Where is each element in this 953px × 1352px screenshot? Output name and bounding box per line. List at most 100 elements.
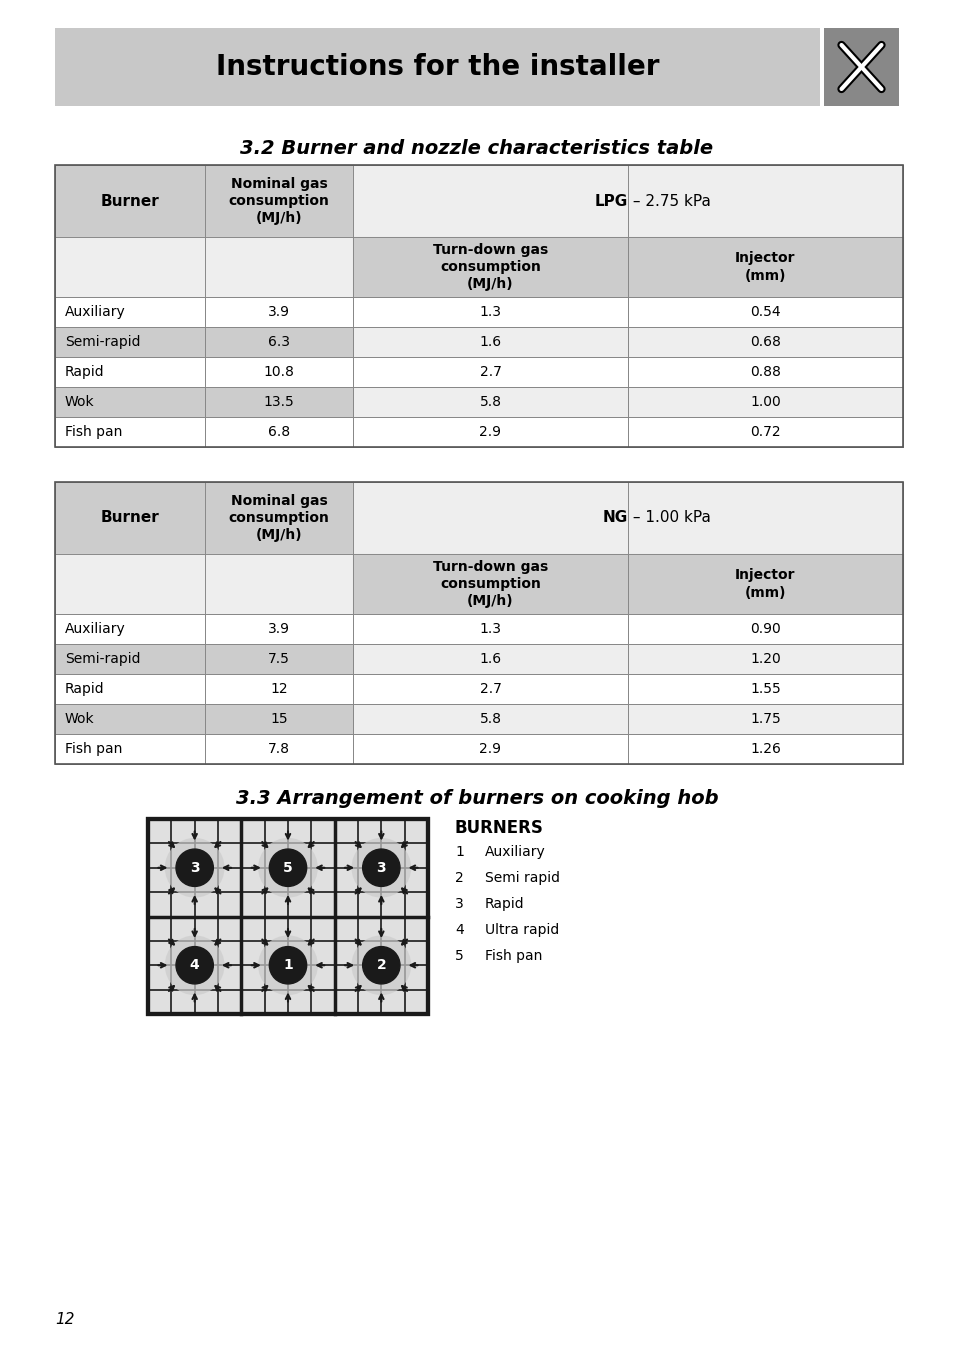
Text: Turn-down gas
consumption
(MJ/h): Turn-down gas consumption (MJ/h) — [433, 560, 548, 608]
Bar — [627, 704, 902, 734]
Bar — [353, 327, 627, 357]
Text: Rapid: Rapid — [484, 896, 524, 911]
Text: Auxiliary: Auxiliary — [484, 845, 545, 859]
Text: Burner: Burner — [100, 511, 159, 526]
Text: 1.6: 1.6 — [479, 652, 501, 667]
Bar — [205, 297, 353, 327]
Text: BURNERS: BURNERS — [455, 819, 543, 837]
Text: 3.9: 3.9 — [268, 622, 290, 635]
Text: Injector
(mm): Injector (mm) — [735, 568, 795, 600]
Bar — [353, 614, 627, 644]
Text: 1.55: 1.55 — [749, 681, 781, 696]
Text: 0.68: 0.68 — [749, 335, 781, 349]
Circle shape — [175, 849, 213, 887]
Circle shape — [175, 946, 213, 984]
Circle shape — [362, 849, 399, 887]
Bar — [353, 644, 627, 675]
Text: 0.54: 0.54 — [749, 306, 780, 319]
Text: Injector
(mm): Injector (mm) — [735, 251, 795, 283]
Text: 5: 5 — [455, 949, 463, 963]
Circle shape — [269, 946, 306, 984]
Text: Rapid: Rapid — [65, 365, 105, 379]
Text: 6.8: 6.8 — [268, 425, 290, 439]
Text: 3: 3 — [376, 861, 386, 875]
Circle shape — [165, 838, 224, 898]
Text: 10.8: 10.8 — [263, 365, 294, 379]
Text: Semi-rapid: Semi-rapid — [65, 652, 140, 667]
Text: 1.3: 1.3 — [479, 622, 501, 635]
Bar — [627, 416, 902, 448]
Bar — [205, 614, 353, 644]
Bar — [55, 357, 205, 387]
Text: 5.8: 5.8 — [479, 395, 501, 410]
Bar — [205, 644, 353, 675]
Bar — [55, 644, 205, 675]
Text: 12: 12 — [55, 1313, 74, 1328]
Text: 0.72: 0.72 — [749, 425, 780, 439]
Bar — [205, 483, 353, 554]
Text: 7.8: 7.8 — [268, 742, 290, 756]
Text: 1.6: 1.6 — [479, 335, 501, 349]
Bar — [205, 704, 353, 734]
Bar — [627, 614, 902, 644]
Text: 3.9: 3.9 — [268, 306, 290, 319]
Bar — [55, 387, 205, 416]
Text: 2.9: 2.9 — [479, 742, 501, 756]
Bar — [353, 704, 627, 734]
Bar — [627, 554, 902, 614]
Text: 1.75: 1.75 — [749, 713, 781, 726]
Text: Wok: Wok — [65, 713, 94, 726]
Circle shape — [165, 936, 224, 995]
Bar — [353, 734, 627, 764]
Text: 1.00: 1.00 — [749, 395, 781, 410]
Text: Fish pan: Fish pan — [65, 742, 122, 756]
Bar — [55, 416, 205, 448]
Text: 1.20: 1.20 — [749, 652, 781, 667]
Bar — [353, 483, 902, 554]
Text: 12: 12 — [270, 681, 288, 696]
Text: 0.90: 0.90 — [749, 622, 781, 635]
Circle shape — [351, 838, 411, 898]
Text: 1: 1 — [283, 959, 293, 972]
Bar — [353, 387, 627, 416]
Bar — [353, 357, 627, 387]
Text: 15: 15 — [270, 713, 288, 726]
Bar — [55, 483, 205, 554]
Bar — [205, 327, 353, 357]
Bar — [353, 165, 902, 237]
Text: 13.5: 13.5 — [263, 395, 294, 410]
Text: 2.7: 2.7 — [479, 681, 501, 696]
Text: – 2.75 kPa: – 2.75 kPa — [627, 193, 710, 208]
Text: 2.9: 2.9 — [479, 425, 501, 439]
Text: 1: 1 — [455, 845, 463, 859]
Text: Burner: Burner — [100, 193, 159, 208]
Bar — [205, 237, 353, 297]
Text: Ultra rapid: Ultra rapid — [484, 923, 558, 937]
Bar — [823, 28, 898, 105]
Text: 3.3 Arrangement of burners on cooking hob: 3.3 Arrangement of burners on cooking ho… — [235, 790, 718, 808]
Text: 1.3: 1.3 — [479, 306, 501, 319]
Text: 2: 2 — [376, 959, 386, 972]
Bar — [205, 357, 353, 387]
Text: 4: 4 — [190, 959, 199, 972]
Bar — [55, 734, 205, 764]
Text: NG: NG — [602, 511, 627, 526]
Bar — [627, 387, 902, 416]
Text: Wok: Wok — [65, 395, 94, 410]
Bar — [353, 416, 627, 448]
Text: 7.5: 7.5 — [268, 652, 290, 667]
Text: Turn-down gas
consumption
(MJ/h): Turn-down gas consumption (MJ/h) — [433, 243, 548, 291]
Text: – 1.00 kPa: – 1.00 kPa — [627, 511, 710, 526]
Text: Semi rapid: Semi rapid — [484, 871, 559, 886]
Bar — [627, 327, 902, 357]
Bar — [55, 165, 902, 448]
Bar — [148, 819, 428, 1014]
Bar — [205, 416, 353, 448]
Text: 1.26: 1.26 — [749, 742, 781, 756]
Text: Semi-rapid: Semi-rapid — [65, 335, 140, 349]
Text: Auxiliary: Auxiliary — [65, 306, 126, 319]
Bar — [55, 327, 205, 357]
Circle shape — [258, 936, 317, 995]
Bar — [205, 387, 353, 416]
Text: 3: 3 — [190, 861, 199, 875]
